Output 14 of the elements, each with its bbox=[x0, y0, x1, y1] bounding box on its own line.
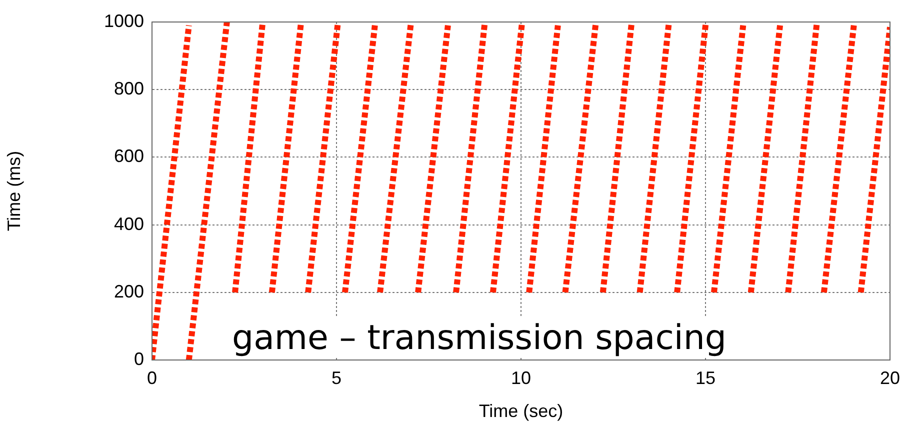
x-axis-title: Time (sec) bbox=[478, 401, 564, 422]
y-tick-label: 800 bbox=[114, 78, 144, 99]
y-tick-label: 1000 bbox=[104, 10, 144, 31]
y-tick-label: 0 bbox=[134, 348, 144, 369]
y-tick-label: 400 bbox=[114, 214, 144, 234]
y-tick-label: 200 bbox=[114, 281, 144, 302]
x-tick-label: 20 bbox=[880, 368, 900, 388]
y-axis-title: Time (ms) bbox=[4, 150, 24, 232]
annotation: game – transmission spacing bbox=[228, 318, 730, 358]
x-tick-label: 5 bbox=[331, 368, 342, 388]
x-tick-label: 0 bbox=[146, 368, 158, 388]
x-tick-label: 10 bbox=[510, 368, 532, 388]
y-tick-label: 600 bbox=[114, 146, 144, 166]
x-tick-label: 15 bbox=[695, 368, 716, 388]
